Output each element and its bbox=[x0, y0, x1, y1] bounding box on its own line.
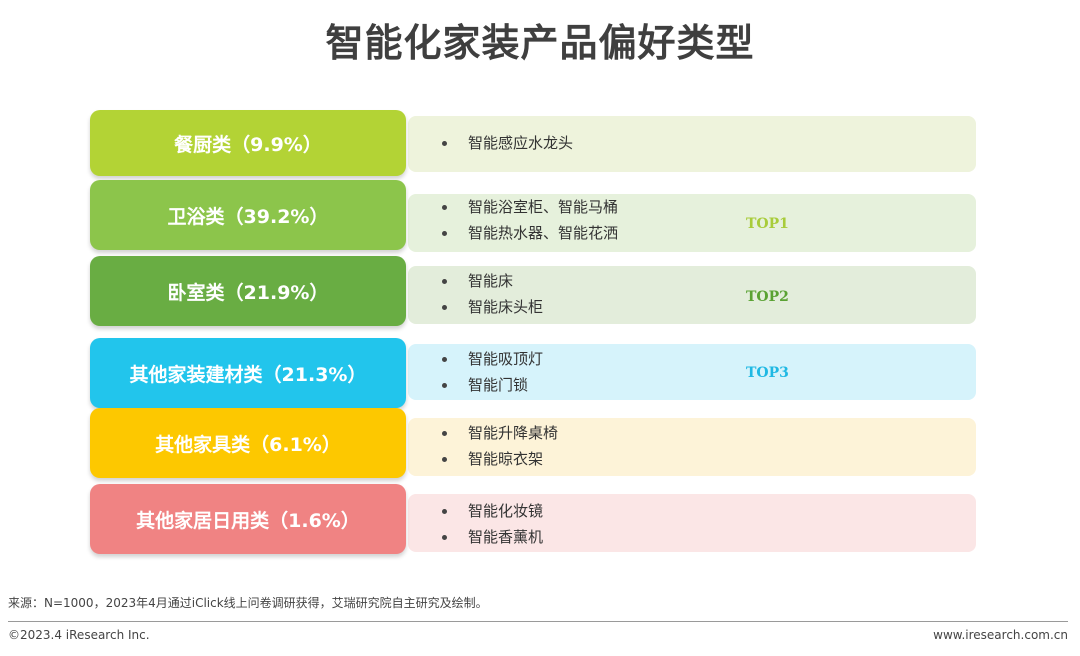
list-item: 智能床头柜 bbox=[442, 294, 543, 320]
category-row: 其他家居日用类（1.6%） 智能化妆镜智能香薰机 bbox=[90, 484, 980, 554]
category-row: 卧室类（21.9%） 智能床智能床头柜 TOP2 bbox=[90, 256, 980, 326]
list-item-text: 智能浴室柜、智能马桶 bbox=[468, 198, 619, 216]
list-item-text: 智能化妆镜 bbox=[468, 502, 544, 520]
items-panel bbox=[408, 418, 976, 476]
page-title: 智能化家装产品偏好类型 bbox=[325, 21, 755, 65]
footer-divider bbox=[8, 621, 1068, 622]
items-panel bbox=[408, 494, 976, 552]
list-item-text: 智能香薰机 bbox=[468, 528, 544, 546]
category-row: 其他家装建材类（21.3%） 智能吸顶灯智能门锁 TOP3 bbox=[90, 338, 980, 408]
bullet-icon bbox=[442, 457, 447, 462]
items-panel bbox=[408, 116, 976, 172]
category-row: 卫浴类（39.2%） 智能浴室柜、智能马桶 智能热水器、智能花洒 TOP1 bbox=[90, 180, 980, 252]
bullet-icon bbox=[442, 431, 447, 436]
category-label: 其他家居日用类（1.6%） bbox=[90, 484, 406, 554]
list-item-text: 智能晾衣架 bbox=[468, 450, 544, 468]
rank-badge: TOP1 bbox=[746, 216, 789, 232]
rank-badge: TOP3 bbox=[746, 365, 789, 381]
category-row: 餐厨类（9.9%） 智能感应水龙头 bbox=[90, 110, 980, 176]
category-label: 卫浴类（39.2%） bbox=[90, 180, 406, 250]
bullet-icon bbox=[442, 205, 447, 210]
list-item-text: 智能床 bbox=[468, 272, 514, 290]
bullet-icon bbox=[442, 509, 447, 514]
product-list: 智能化妆镜智能香薰机 bbox=[442, 498, 543, 550]
category-label: 卧室类（21.9%） bbox=[90, 256, 406, 326]
category-label: 餐厨类（9.9%） bbox=[90, 110, 406, 176]
list-item: 智能感应水龙头 bbox=[442, 130, 573, 156]
items-panel bbox=[408, 344, 976, 400]
product-list: 智能床 智能床头柜 bbox=[442, 268, 543, 320]
bullet-icon bbox=[442, 279, 447, 284]
product-list: 智能吸顶灯 智能门锁 bbox=[442, 346, 543, 398]
copyright-text: ©2023.4 iResearch Inc. bbox=[8, 628, 150, 642]
website-link[interactable]: www.iresearch.com.cn bbox=[933, 628, 1068, 642]
list-item: 智能床 bbox=[442, 268, 543, 294]
list-item: 智能门锁 bbox=[442, 372, 543, 398]
items-panel bbox=[408, 266, 976, 324]
bullet-icon bbox=[442, 305, 447, 310]
rank-badge: TOP2 bbox=[746, 289, 789, 305]
bullet-icon bbox=[442, 231, 447, 236]
bullet-icon bbox=[442, 383, 447, 388]
list-item: 智能升降桌椅 bbox=[442, 420, 558, 446]
bullet-icon bbox=[442, 357, 447, 362]
product-list: 智能升降桌椅 智能晾衣架 bbox=[442, 420, 558, 472]
list-item: 智能热水器、智能花洒 bbox=[442, 220, 618, 246]
bullet-icon bbox=[442, 535, 447, 540]
source-note: 来源：N=1000，2023年4月通过iClick线上问卷调研获得，艾瑞研究院自… bbox=[8, 596, 488, 610]
list-item-text: 智能床头柜 bbox=[468, 298, 544, 316]
list-item: 智能浴室柜、智能马桶 bbox=[442, 194, 618, 220]
list-item-text: 智能门锁 bbox=[468, 376, 529, 394]
product-list: 智能浴室柜、智能马桶 智能热水器、智能花洒 bbox=[442, 194, 618, 246]
list-item-text: 智能吸顶灯 bbox=[468, 350, 544, 368]
bullet-icon bbox=[442, 141, 447, 146]
list-item: 智能吸顶灯 bbox=[442, 346, 543, 372]
list-item: 智能香薰机 bbox=[442, 524, 543, 550]
category-label: 其他家装建材类（21.3%） bbox=[90, 338, 406, 408]
list-item-text: 智能升降桌椅 bbox=[468, 424, 559, 442]
list-item: 智能晾衣架 bbox=[442, 446, 558, 472]
category-label: 其他家具类（6.1%） bbox=[90, 408, 406, 478]
list-item-text: 智能感应水龙头 bbox=[468, 134, 574, 152]
list-item-text: 智能热水器、智能花洒 bbox=[468, 224, 619, 242]
items-panel bbox=[408, 194, 976, 252]
category-row: 其他家具类（6.1%） 智能升降桌椅 智能晾衣架 bbox=[90, 408, 980, 478]
product-list: 智能感应水龙头 bbox=[442, 130, 573, 156]
list-item: 智能化妆镜 bbox=[442, 498, 543, 524]
